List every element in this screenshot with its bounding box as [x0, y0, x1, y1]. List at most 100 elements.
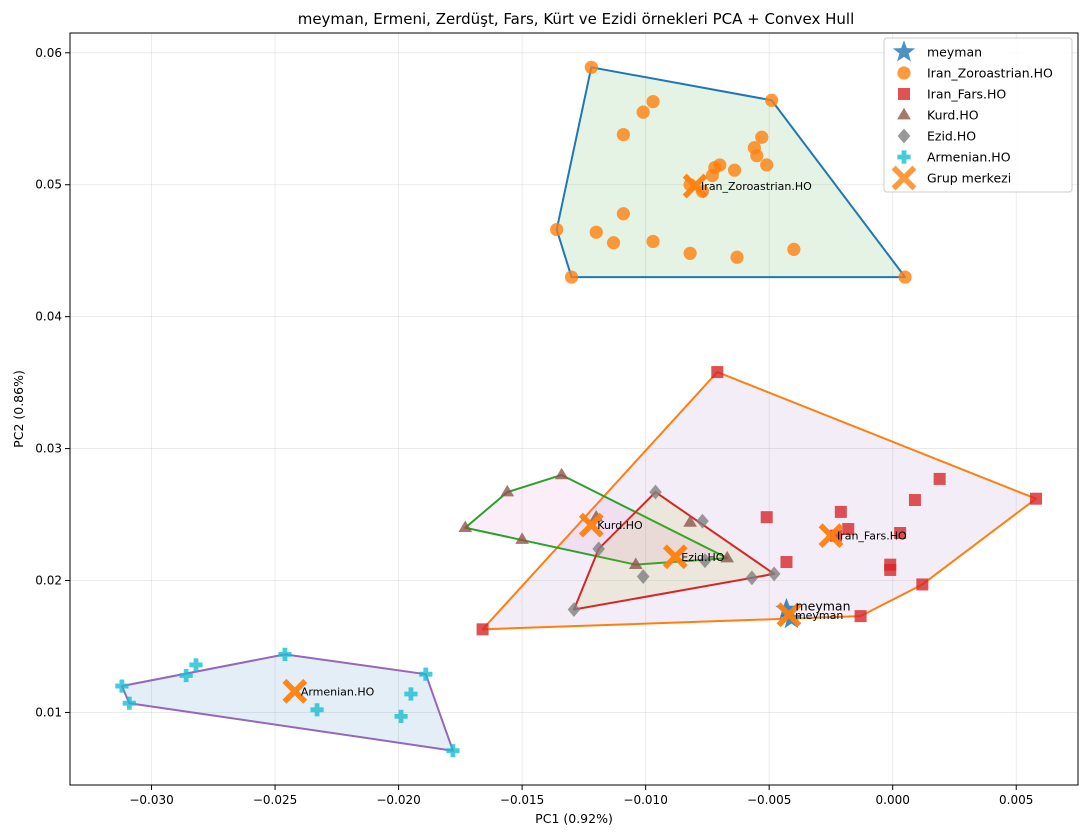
y-tick-label: 0.06 [35, 46, 62, 60]
point-iran-zoroastrian-ho [765, 93, 779, 107]
hull-iran-fars-ho [481, 371, 1037, 631]
centroid-marker [578, 512, 604, 538]
centroid-label: Iran_Zoroastrian.HO [701, 180, 812, 193]
legend-box [883, 37, 1073, 193]
legend: meyman Iran_Zoroastrian.HO Iran_Fars.HO Kur… [883, 37, 1073, 193]
legend-label: Grup merkezi [927, 171, 1011, 186]
point-ezid-ho [767, 566, 781, 582]
centroid-marker [282, 678, 308, 704]
point-iran-zoroastrian-ho [683, 246, 697, 260]
point-iran-zoroastrian-ho [755, 130, 769, 144]
legend-marker-diamond [897, 128, 911, 144]
centroid-marker [682, 173, 708, 199]
legend-marker-plus [897, 150, 911, 164]
point-iran-fars-ho [780, 556, 793, 569]
legend-marker-square [898, 88, 910, 100]
centroid-label: Ezid.HO [681, 551, 725, 564]
point-ezid-ho [567, 602, 581, 617]
point-armenian-ho [189, 658, 203, 672]
point-iran-zoroastrian-ho [705, 168, 719, 183]
point-iran-zoroastrian-ho [727, 163, 742, 177]
y-tick-label: 0.02 [35, 574, 62, 588]
y-tick-label: 0.05 [35, 178, 62, 192]
point-kurd-ho [683, 515, 697, 527]
point-armenian-ho [278, 647, 292, 661]
point-iran-fars-ho [916, 578, 929, 591]
point-iran-fars-ho [476, 623, 489, 636]
point-iran-fars-ho [834, 505, 847, 518]
point-iran-zoroastrian-ho [550, 222, 564, 237]
point-armenian-ho [310, 703, 324, 717]
point-iran-fars-ho [760, 511, 773, 524]
x-axis-label: PC1 (0.92%) [535, 811, 613, 826]
centroid-label: Armenian.HO [301, 685, 375, 698]
point-iran-zoroastrian-ho [564, 270, 579, 284]
axis-ticks: −0.030 −0.025 −0.020 −0.015 −0.010 −0.005 0.00… [35, 46, 1033, 807]
y-axis-label: PC2 (0.86%) [11, 370, 26, 448]
centroid-marker [776, 602, 802, 628]
point-iran-fars-ho [884, 563, 897, 576]
x-tick-label: −0.030 [129, 793, 173, 807]
y-tick-label: 0.04 [35, 310, 62, 324]
point-iran-zoroastrian-ho [646, 234, 660, 249]
point-kurd-ho [554, 467, 569, 480]
x-tick-label: −0.025 [253, 793, 297, 807]
point-iran-zoroastrian-ho [589, 225, 603, 239]
x-tick-label: 0.000 [876, 793, 910, 807]
legend-label: Iran_Fars.HO [927, 87, 1006, 102]
chart-title: meyman, Ermeni, Zerdüşt, Fars, Kürt ve E… [298, 10, 855, 28]
point-kurd-ho [628, 557, 643, 569]
legend-marker-triangle [897, 107, 911, 120]
point-armenian-ho [404, 687, 418, 701]
x-tick-label: 0.005 [999, 793, 1033, 807]
meyman-point-label: meyman [795, 599, 850, 614]
meyman-centroid-label: meyman [795, 609, 843, 622]
legend-marker-circle [897, 66, 911, 80]
point-armenian-ho [179, 668, 193, 683]
point-iran-fars-ho [894, 527, 907, 540]
legend-label: Armenian.HO [927, 150, 1011, 165]
legend-label: Iran_Zoroastrian.HO [927, 66, 1053, 81]
point-ezid-ho [745, 570, 759, 586]
point-armenian-ho [446, 744, 460, 758]
centroid-label: Kurd.HO [597, 519, 643, 532]
point-iran-zoroastrian-ho [730, 250, 744, 264]
point-ezid-ho [649, 484, 662, 500]
point-ezid-ho [636, 569, 650, 584]
point-armenian-ho [122, 696, 136, 710]
x-tick-label: −0.010 [623, 793, 667, 807]
point-iran-zoroastrian-ho [636, 105, 650, 119]
point-iran-zoroastrian-ho [616, 207, 631, 221]
legend-label: meyman [927, 45, 982, 60]
point-armenian-ho [394, 709, 408, 723]
point-iran-fars-ho [908, 494, 921, 507]
point-kurd-ho [720, 550, 735, 563]
point-iran-zoroastrian-ho [750, 149, 764, 163]
point-iran-zoroastrian-ho [898, 270, 912, 284]
point-kurd-ho [500, 484, 515, 497]
legend-marker-x [891, 165, 917, 191]
point-ezid-ho [696, 513, 709, 529]
x-tick-label: −0.020 [376, 793, 420, 807]
plot-frame [69, 32, 1079, 786]
point-iran-zoroastrian-ho [760, 158, 774, 172]
point-iran-fars-ho [842, 523, 855, 536]
point-iran-fars-ho [1030, 492, 1042, 505]
point-armenian-ho [115, 679, 129, 693]
point-iran-zoroastrian-ho [787, 242, 801, 256]
centroid-marker [662, 544, 688, 570]
group-centroids: Iran_Zoroastrian.HO Iran_Fars.HO Kurd.HO Ez… [282, 173, 907, 704]
point-kurd-ho [515, 532, 529, 544]
x-tick-label: −0.005 [747, 793, 791, 807]
point-iran-zoroastrian-ho [606, 236, 621, 250]
y-tick-label: 0.03 [35, 442, 62, 456]
point-iran-zoroastrian-ho [584, 60, 598, 74]
legend-label: Ezid.HO [927, 129, 976, 144]
point-iran-zoroastrian-ho [616, 127, 631, 142]
legend-marker-star [892, 40, 916, 62]
centroid-marker [818, 523, 844, 549]
point-armenian-ho [419, 667, 433, 681]
point-iran-fars-ho [933, 472, 946, 485]
point-ezid-ho [698, 553, 712, 569]
